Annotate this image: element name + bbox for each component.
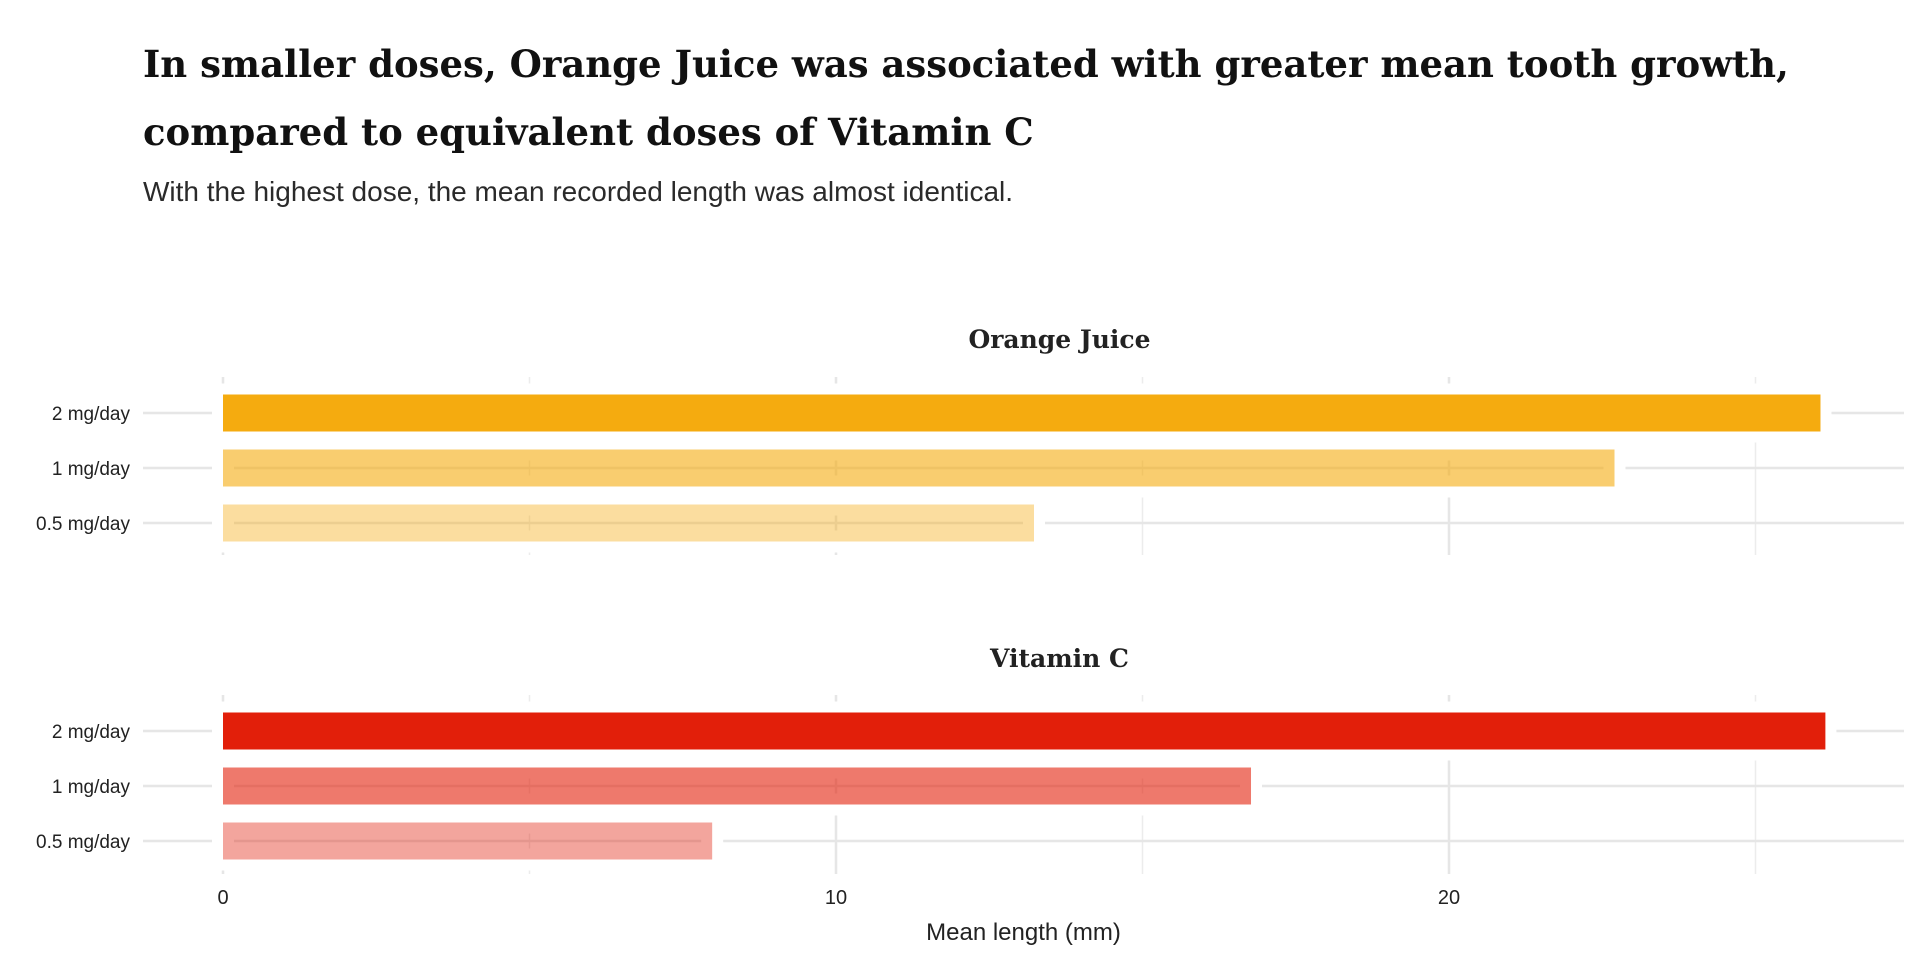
bar-gap (214, 392, 217, 434)
x-tick-label: 0 (217, 887, 228, 909)
bar (223, 822, 713, 860)
bar-outline (212, 493, 1045, 553)
bar-gap (214, 447, 217, 489)
bar-gap (214, 502, 217, 544)
bar (223, 394, 1821, 432)
y-tick-label: 0.5 mg/day (36, 832, 130, 853)
x-tick-label: 10 (825, 887, 847, 909)
bar-gap (214, 765, 217, 807)
panel-title: Vitamin C (989, 644, 1129, 673)
x-tick-label: 20 (1438, 887, 1460, 909)
y-tick-label: 1 mg/day (52, 459, 131, 480)
bar (223, 449, 1615, 487)
y-tick-label: 1 mg/day (52, 777, 131, 798)
bar-outline (212, 811, 724, 871)
bar (223, 504, 1034, 542)
panel-title: Orange Juice (968, 325, 1150, 354)
bar (223, 712, 1826, 750)
bar-gap (214, 710, 217, 752)
y-tick-label: 2 mg/day (52, 404, 131, 425)
bar-gap (214, 820, 217, 862)
y-tick-label: 2 mg/day (52, 722, 131, 743)
chart-subtitle: With the highest dose, the mean recorded… (143, 176, 1014, 207)
y-tick-label: 0.5 mg/day (36, 514, 130, 535)
bar (223, 767, 1252, 805)
x-axis-title: Mean length (mm) (926, 919, 1121, 946)
chart-title: In smaller doses, Orange Juice was assoc… (143, 42, 1789, 154)
